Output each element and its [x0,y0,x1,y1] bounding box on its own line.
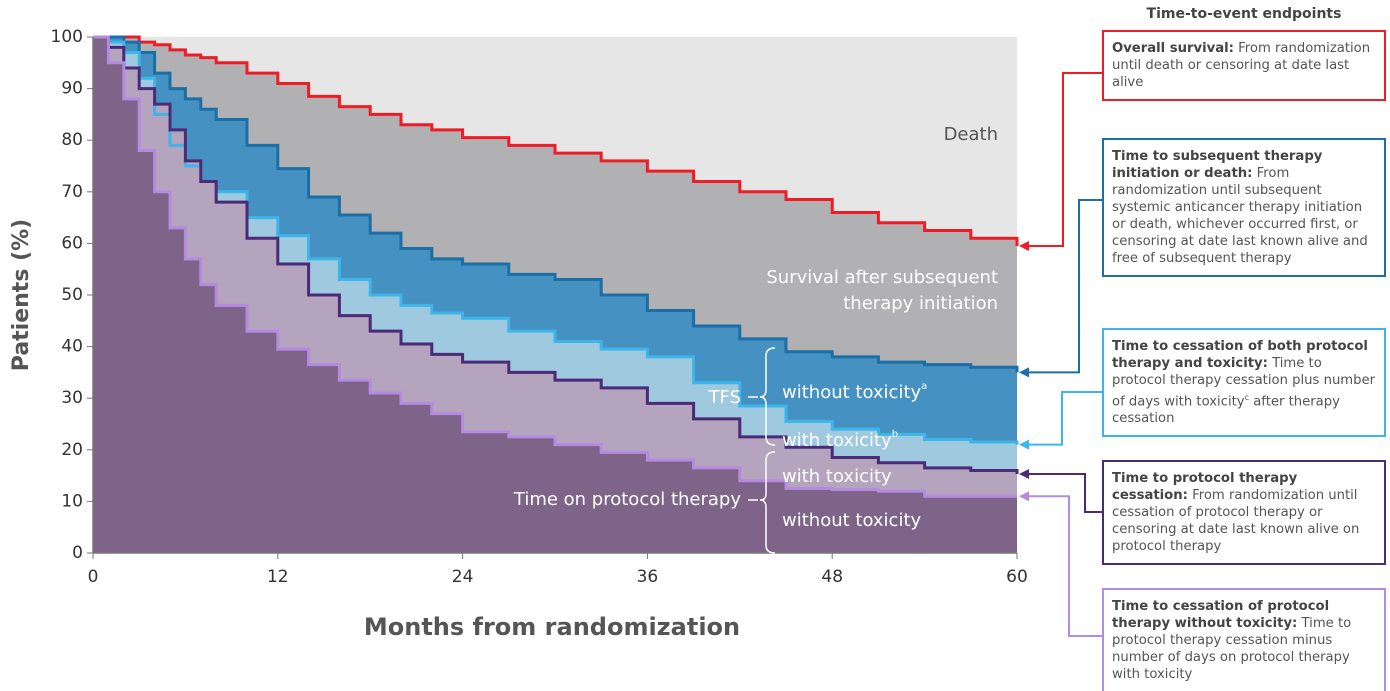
endpoint-name: Time to protocol therapy cessation: [1112,471,1298,503]
annotation-text: without toxicity [782,510,922,531]
endpoint-text: Time to protocol therapy cessation minus… [1112,616,1352,682]
survival-line [93,35,1019,475]
y-tick-label: 50 [61,285,83,305]
endpoint-box: Time to subsequent therapy initiation or… [1102,138,1386,277]
annotation-sup: b [892,429,898,440]
annotation-text: therapy initiation [843,293,998,314]
connector [1024,473,1102,513]
annotation-text: Death [944,124,998,145]
endpoint-text: From randomization until death or censor… [1112,41,1371,90]
connector [1024,199,1102,374]
y-tick-label: 80 [61,130,83,150]
y-tick-label: 30 [61,388,83,408]
y-tick-label: 40 [61,337,83,357]
annotation: with toxicityb [782,429,898,451]
connector-arrow [1019,240,1029,251]
y-tick-label: 0 [72,543,83,563]
annotation-text: TFS [708,387,741,408]
connector [1024,72,1102,247]
x-tick-label: 36 [637,567,659,587]
y-tick-label: 100 [51,27,83,47]
survival-line [93,35,1019,246]
endpoint-name: Time to cessation of protocol therapy wi… [1112,599,1330,631]
annotation-text: Time on protocol therapy [513,489,741,510]
connector-arrow [1019,439,1029,450]
y-tick-label: 60 [61,233,83,253]
bracket [759,451,776,554]
annotation: Time on protocol therapy [513,489,741,510]
y-tick-label: 10 [61,491,83,511]
endpoints-title: Time-to-event endpoints [1146,6,1342,22]
bracket [759,347,776,446]
y-tick-label: 70 [61,182,83,202]
annotation: with toxicity [782,466,892,487]
connector [1024,391,1102,446]
connector-arrow [1019,367,1029,378]
endpoint-box: Time to cessation of protocol therapy wi… [1102,588,1386,691]
annotation-text: with toxicity [782,466,892,487]
connector-arrow [1019,469,1029,480]
endpoint-name: Overall survival: [1112,41,1234,56]
annotation: without toxicity [782,510,922,531]
annotation-text: Survival after subsequent [766,267,998,288]
area [93,37,1017,553]
endpoint-text: Time to protocol therapy cessation plus … [1112,356,1376,410]
connector-arrow [1019,491,1029,502]
connector [1024,495,1102,637]
endpoint-text: From randomization until cessation of pr… [1112,488,1360,554]
annotation: Survival after subsequent [766,267,998,288]
endpoint-name: Time to subsequent therapy initiation or… [1112,149,1323,181]
annotation: therapy initiation [843,293,998,314]
annotation-sup: a [921,381,927,392]
annotation-text: with toxicity [782,430,892,451]
endpoint-box: Time to protocol therapy cessation: From… [1102,460,1386,565]
endpoint-text: From randomization until subsequent syst… [1112,166,1368,266]
survival-line [93,35,1019,373]
annotation-text: without toxicity [782,382,922,403]
survival-line [93,35,1017,498]
x-tick-label: 0 [88,567,99,587]
x-axis-label: Months from randomization [364,613,740,641]
endpoint-box: Time to cessation of both protocol thera… [1102,328,1386,438]
endpoint-name: Time to cessation of both protocol thera… [1112,339,1368,371]
endpoint-box: Overall survival: From randomization unt… [1102,30,1386,101]
x-tick-label: 60 [1006,567,1028,587]
endpoint-sup: c [1244,393,1249,402]
annotation: TFS [708,387,741,408]
annotation: Death [944,124,998,145]
x-tick-label: 12 [267,567,289,587]
y-tick-label: 20 [61,440,83,460]
y-axis-label: Patients (%) [9,219,34,371]
annotation: without toxicitya [782,381,927,403]
x-tick-label: 48 [821,567,843,587]
y-tick-label: 90 [61,79,83,99]
x-tick-label: 24 [452,567,474,587]
endpoint-text: after therapy cessation [1112,394,1340,427]
